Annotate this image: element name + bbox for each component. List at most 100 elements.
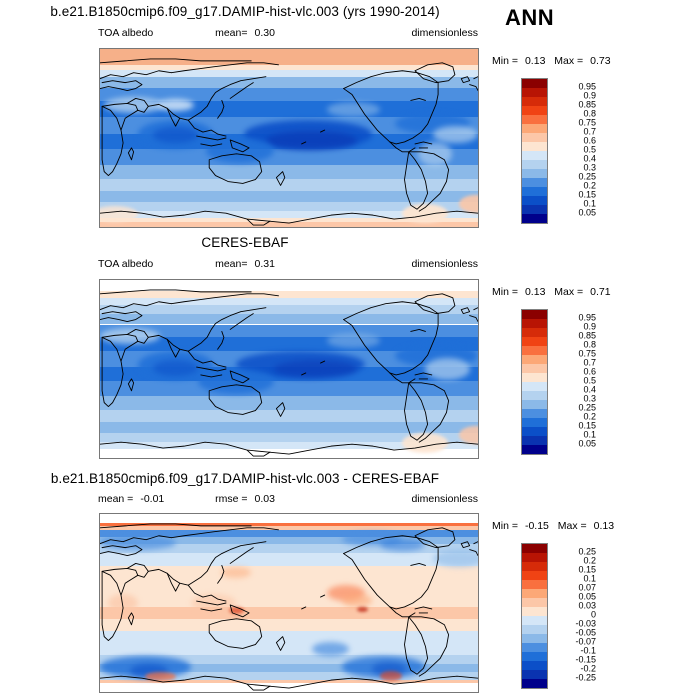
colorbar-cell bbox=[522, 364, 547, 373]
min-max-label: Min = 0.13 Max = 0.73 bbox=[492, 55, 611, 67]
colorbar-tick-label: 0.7 bbox=[583, 357, 596, 368]
colorbar-difference[interactable] bbox=[521, 543, 548, 689]
colorbar-tick-label: 0.05 bbox=[578, 207, 596, 218]
colorbar-cell bbox=[522, 409, 547, 418]
panel-difference: b.e21.B1850cmip6.f09_g17.DAMIP-hist-vlc.… bbox=[0, 462, 700, 700]
colorbar-tick-label: 0.85 bbox=[578, 99, 596, 110]
coastlines bbox=[100, 280, 478, 458]
colorbar-tick-label: 0.1 bbox=[583, 429, 596, 440]
colorbar-tick-label: 0.2 bbox=[583, 555, 596, 566]
colorbar-tick-label: 0.7 bbox=[583, 126, 596, 137]
albedo-field bbox=[100, 49, 478, 227]
colorbar-tick-label: 0.95 bbox=[578, 312, 596, 323]
colorbar-tick-label: 0.75 bbox=[578, 348, 596, 359]
colorbar-cell bbox=[522, 391, 547, 400]
season-label: ANN bbox=[505, 5, 555, 30]
panel-title: b.e21.B1850cmip6.f09_g17.DAMIP-hist-vlc.… bbox=[50, 471, 440, 486]
colorbar-tick-label: -0.05 bbox=[575, 627, 596, 638]
colorbar-cell bbox=[522, 319, 547, 328]
colorbar-cell bbox=[522, 634, 547, 643]
colorbar-cell bbox=[522, 142, 547, 151]
colorbar-tick-label: 0.03 bbox=[578, 600, 596, 611]
colorbar-cell bbox=[522, 124, 547, 133]
colorbar-tick-label: 0.8 bbox=[583, 108, 596, 119]
colorbar-cell bbox=[522, 544, 547, 553]
colorbar-cell bbox=[522, 445, 547, 454]
colorbar-tick-label: 0.25 bbox=[578, 546, 596, 557]
colorbar-cell bbox=[522, 616, 547, 625]
colorbar-tick-label: -0.07 bbox=[575, 636, 596, 647]
colorbar-cell bbox=[522, 679, 547, 688]
colorbar-tick-label: 0.15 bbox=[578, 189, 596, 200]
colorbar-tick-label: 0.9 bbox=[583, 90, 596, 101]
colorbar-tick-label: 0.05 bbox=[578, 591, 596, 602]
colorbar-cell bbox=[522, 418, 547, 427]
albedo-difference-field bbox=[100, 514, 478, 692]
colorbar-tick-label: 0.85 bbox=[578, 330, 596, 341]
coastlines bbox=[100, 514, 478, 692]
map-obs[interactable] bbox=[99, 279, 479, 459]
colorbar-cell bbox=[522, 328, 547, 337]
colorbar-cell bbox=[522, 133, 547, 142]
colorbar-tick-label: 0.8 bbox=[583, 339, 596, 350]
colorbar-cell bbox=[522, 643, 547, 652]
colorbar-obs-labels: 0.95 0.9 0.85 0.8 0.75 0.7 0.6 0.5 0.4 0.3 0.25 0.2… bbox=[550, 309, 596, 453]
colorbar-cell bbox=[522, 607, 547, 616]
colorbar-tick-label: 0.07 bbox=[578, 582, 596, 593]
colorbar-cell bbox=[522, 553, 547, 562]
colorbar-tick-label: -0.03 bbox=[575, 618, 596, 629]
panel-title: b.e21.B1850cmip6.f09_g17.DAMIP-hist-vlc.… bbox=[50, 4, 440, 19]
colorbar-cell bbox=[522, 106, 547, 115]
panel-subheader: TOA albedo mean= 0.30 dimensionless bbox=[0, 27, 490, 41]
colorbar-cell bbox=[522, 571, 547, 580]
colorbar-tick-label: 0.75 bbox=[578, 117, 596, 128]
colorbar-cell bbox=[522, 670, 547, 679]
colorbar-cell bbox=[522, 187, 547, 196]
panel-model: b.e21.B1850cmip6.f09_g17.DAMIP-hist-vlc.… bbox=[0, 0, 700, 233]
map-difference[interactable] bbox=[99, 513, 479, 693]
colorbar-cell bbox=[522, 151, 547, 160]
colorbar-cell bbox=[522, 355, 547, 364]
colorbar-tick-label: -0.2 bbox=[580, 663, 596, 674]
colorbar-tick-label: 0.25 bbox=[578, 171, 596, 182]
colorbar-tick-label: 0.3 bbox=[583, 393, 596, 404]
colorbar-tick-label: -0.25 bbox=[575, 672, 596, 683]
colorbar-obs[interactable] bbox=[521, 309, 548, 455]
colorbar-model[interactable] bbox=[521, 78, 548, 224]
mean-stat: mean= 0.31 bbox=[215, 258, 275, 270]
colorbar-cell bbox=[522, 562, 547, 571]
colorbar-cell bbox=[522, 205, 547, 214]
panel-subheader: mean = -0.01 rmse = 0.03 dimensionless bbox=[0, 493, 490, 507]
colorbar-tick-label: 0.5 bbox=[583, 375, 596, 386]
colorbar-cell bbox=[522, 346, 547, 355]
albedo-field bbox=[100, 280, 478, 458]
colorbar-cell bbox=[522, 382, 547, 391]
colorbar-tick-label: 0.5 bbox=[583, 144, 596, 155]
colorbar-cell bbox=[522, 115, 547, 124]
colorbar-cell bbox=[522, 97, 547, 106]
min-max-label: Min = -0.15 Max = 0.13 bbox=[492, 520, 615, 532]
colorbar-tick-label: 0.9 bbox=[583, 321, 596, 332]
panel-title: CERES-EBAF bbox=[201, 235, 289, 250]
colorbar-tick-label: -0.1 bbox=[580, 645, 596, 656]
variable-label: TOA albedo bbox=[98, 258, 154, 270]
colorbar-cell bbox=[522, 589, 547, 598]
colorbar-difference-labels: 0.25 0.2 0.15 0.1 0.07 0.05 0.03 0 -0.03 -0.05 -0.… bbox=[550, 543, 596, 687]
variable-label: TOA albedo bbox=[98, 27, 154, 39]
colorbar-tick-label: 0.2 bbox=[583, 180, 596, 191]
mean-stat: mean = -0.01 bbox=[98, 493, 165, 505]
colorbar-cell bbox=[522, 652, 547, 661]
colorbar-tick-label: 0.15 bbox=[578, 420, 596, 431]
colorbar-cell bbox=[522, 178, 547, 187]
colorbar-model-labels: 0.95 0.9 0.85 0.8 0.75 0.7 0.6 0.5 0.4 0.3 0.25 0.2… bbox=[550, 78, 596, 222]
map-model[interactable] bbox=[99, 48, 479, 228]
panel-subheader: TOA albedo mean= 0.31 dimensionless bbox=[0, 258, 490, 272]
colorbar-cell bbox=[522, 598, 547, 607]
colorbar-tick-label: 0.6 bbox=[583, 135, 596, 146]
coastlines bbox=[100, 49, 478, 227]
colorbar-cell bbox=[522, 337, 547, 346]
colorbar-tick-label: 0.2 bbox=[583, 411, 596, 422]
rmse-stat: rmse = 0.03 bbox=[215, 493, 275, 505]
colorbar-tick-label: 0.1 bbox=[583, 198, 596, 209]
colorbar-cell bbox=[522, 169, 547, 178]
